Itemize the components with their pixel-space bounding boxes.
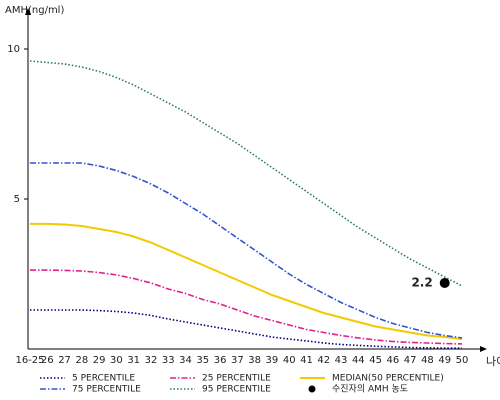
x-tick-label: 48 xyxy=(421,355,434,366)
series-line xyxy=(29,60,463,287)
x-tick-label: 35 xyxy=(196,355,209,366)
series-line xyxy=(30,269,463,345)
x-tick-label: 41 xyxy=(300,355,313,366)
legend-label: 5 PERCENTILE xyxy=(72,374,135,384)
x-tick-label: 47 xyxy=(404,355,417,366)
x-tick-label: 46 xyxy=(387,355,400,366)
series-line xyxy=(30,309,462,349)
legend-label: 75 PERCENTILE xyxy=(72,385,141,395)
legend-label: MEDIAN(50 PERCENTILE) xyxy=(332,374,444,384)
x-tick-label: 50 xyxy=(456,355,469,366)
x-tick-label: 49 xyxy=(438,355,451,366)
y-arrow xyxy=(25,8,31,15)
x-tick-label: 39 xyxy=(266,355,279,366)
x-tick-label: 33 xyxy=(162,355,175,366)
x-tick-label: 43 xyxy=(335,355,348,366)
x-tick-label: 45 xyxy=(369,355,382,366)
x-tick-label: 28 xyxy=(75,355,88,366)
patient-point xyxy=(439,278,450,288)
legend-swatch xyxy=(308,385,316,393)
x-tick-label: 30 xyxy=(110,355,123,366)
legend-label: 25 PERCENTILE xyxy=(202,374,271,384)
x-tick-label: 44 xyxy=(352,355,365,366)
x-axis-label: 나이 xyxy=(486,355,500,368)
y-tick-label: 5 xyxy=(14,194,20,205)
x-tick-label: 16-25 xyxy=(15,355,44,366)
x-tick-label: 32 xyxy=(145,355,158,366)
point-label: 2.2 xyxy=(411,276,432,290)
x-tick-label: 27 xyxy=(58,355,71,366)
x-tick-label: 40 xyxy=(283,355,296,366)
x-tick-label: 31 xyxy=(127,355,140,366)
x-tick-label: 34 xyxy=(179,355,192,366)
x-tick-label: 36 xyxy=(214,355,227,366)
x-tick-label: 29 xyxy=(93,355,106,366)
y-axis-label: AMH(ng/ml) xyxy=(5,5,64,16)
x-tick-label: 38 xyxy=(248,355,261,366)
y-tick-label: 10 xyxy=(7,44,20,55)
series-line xyxy=(30,162,463,339)
x-arrow xyxy=(480,346,487,352)
x-tick-label: 26 xyxy=(41,355,54,366)
x-tick-label: 42 xyxy=(317,355,330,366)
legend-label: 수진자의 AMH 농도 xyxy=(332,384,408,395)
series-line xyxy=(30,222,463,341)
legend-label: 95 PERCENTILE xyxy=(202,385,271,395)
x-tick-label: 37 xyxy=(231,355,244,366)
